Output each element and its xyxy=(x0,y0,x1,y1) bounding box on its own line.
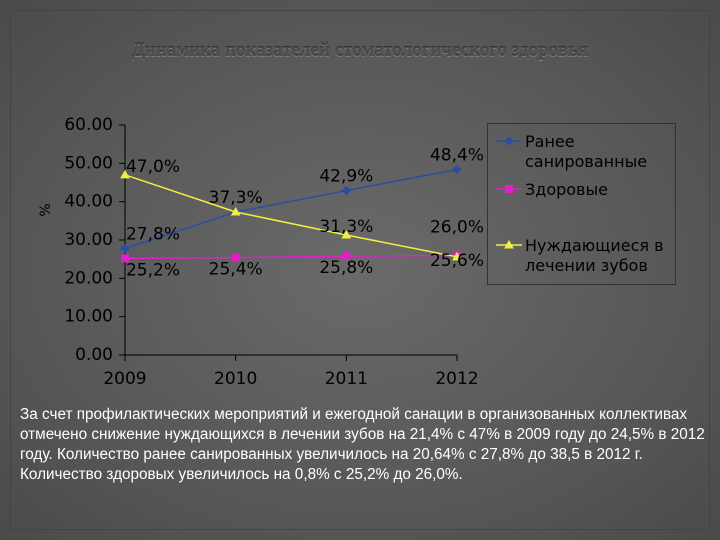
y-tick-label: 60.00 xyxy=(64,115,113,135)
marker xyxy=(504,136,514,146)
marker xyxy=(505,185,513,193)
marker xyxy=(504,240,514,249)
data-label: 25,2% xyxy=(126,260,180,280)
marker xyxy=(120,243,130,254)
x-tick-label: 2009 xyxy=(103,369,146,389)
legend-label: Здоровые xyxy=(525,180,608,199)
chart: % 0.00 10.00 20.00 30.00 40.00 50.00 60.00 2009… xyxy=(38,115,484,389)
marker xyxy=(452,251,462,261)
legend-swatch xyxy=(496,240,522,249)
data-label: 27,8% xyxy=(126,224,180,244)
y-tick-label: 20.00 xyxy=(64,268,113,288)
y-tick-label: 10.00 xyxy=(64,307,113,327)
y-tick-label: 0.00 xyxy=(75,345,113,365)
marker xyxy=(341,230,352,239)
x-tick-label: 2010 xyxy=(214,369,257,389)
data-label: 31,3% xyxy=(319,217,373,237)
legend-label: Ранее санированные xyxy=(525,132,648,171)
series-line xyxy=(124,174,458,258)
chart-title: Динамика показателей стоматологического … xyxy=(131,40,589,61)
data-label: 25,4% xyxy=(209,260,263,280)
marker xyxy=(120,169,130,179)
legend-entry: Нуждающиеся в лечении зубов xyxy=(496,236,671,276)
data-label: 42,9% xyxy=(319,167,373,187)
marker xyxy=(230,207,241,216)
x-tick-label: 2012 xyxy=(435,369,478,389)
y-axis-label: % xyxy=(38,203,54,216)
y-tick-label: 30.00 xyxy=(64,230,113,250)
legend: Ранее санированные Здоровые Нуждающиеся в … xyxy=(487,123,676,285)
marker xyxy=(121,254,129,263)
y-tick-label: 40.00 xyxy=(64,192,113,212)
data-label: 25,6% xyxy=(430,251,484,271)
y-tick-label: 50.00 xyxy=(64,153,113,173)
marker xyxy=(452,164,462,175)
series-line xyxy=(124,254,458,260)
data-label: 47,0% xyxy=(126,157,180,177)
x-tick-label: 2011 xyxy=(325,369,368,389)
data-label: 25,8% xyxy=(319,258,373,278)
frame xyxy=(10,10,710,530)
body-text: За счет профилактических мероприятий и е… xyxy=(20,406,705,483)
series-line xyxy=(124,168,458,250)
data-label: 48,4% xyxy=(430,145,484,165)
data-label: 37,3% xyxy=(209,188,263,208)
legend-label: Нуждающиеся в лечении зубов xyxy=(525,236,664,275)
legend-entry: Здоровые xyxy=(496,180,671,200)
legend-swatch xyxy=(496,185,522,193)
legend-entry: Ранее санированные xyxy=(496,132,671,172)
marker xyxy=(342,252,351,261)
marker xyxy=(231,253,240,262)
legend-swatch xyxy=(496,136,522,146)
marker xyxy=(341,185,352,196)
data-label: 26,0% xyxy=(430,217,484,237)
